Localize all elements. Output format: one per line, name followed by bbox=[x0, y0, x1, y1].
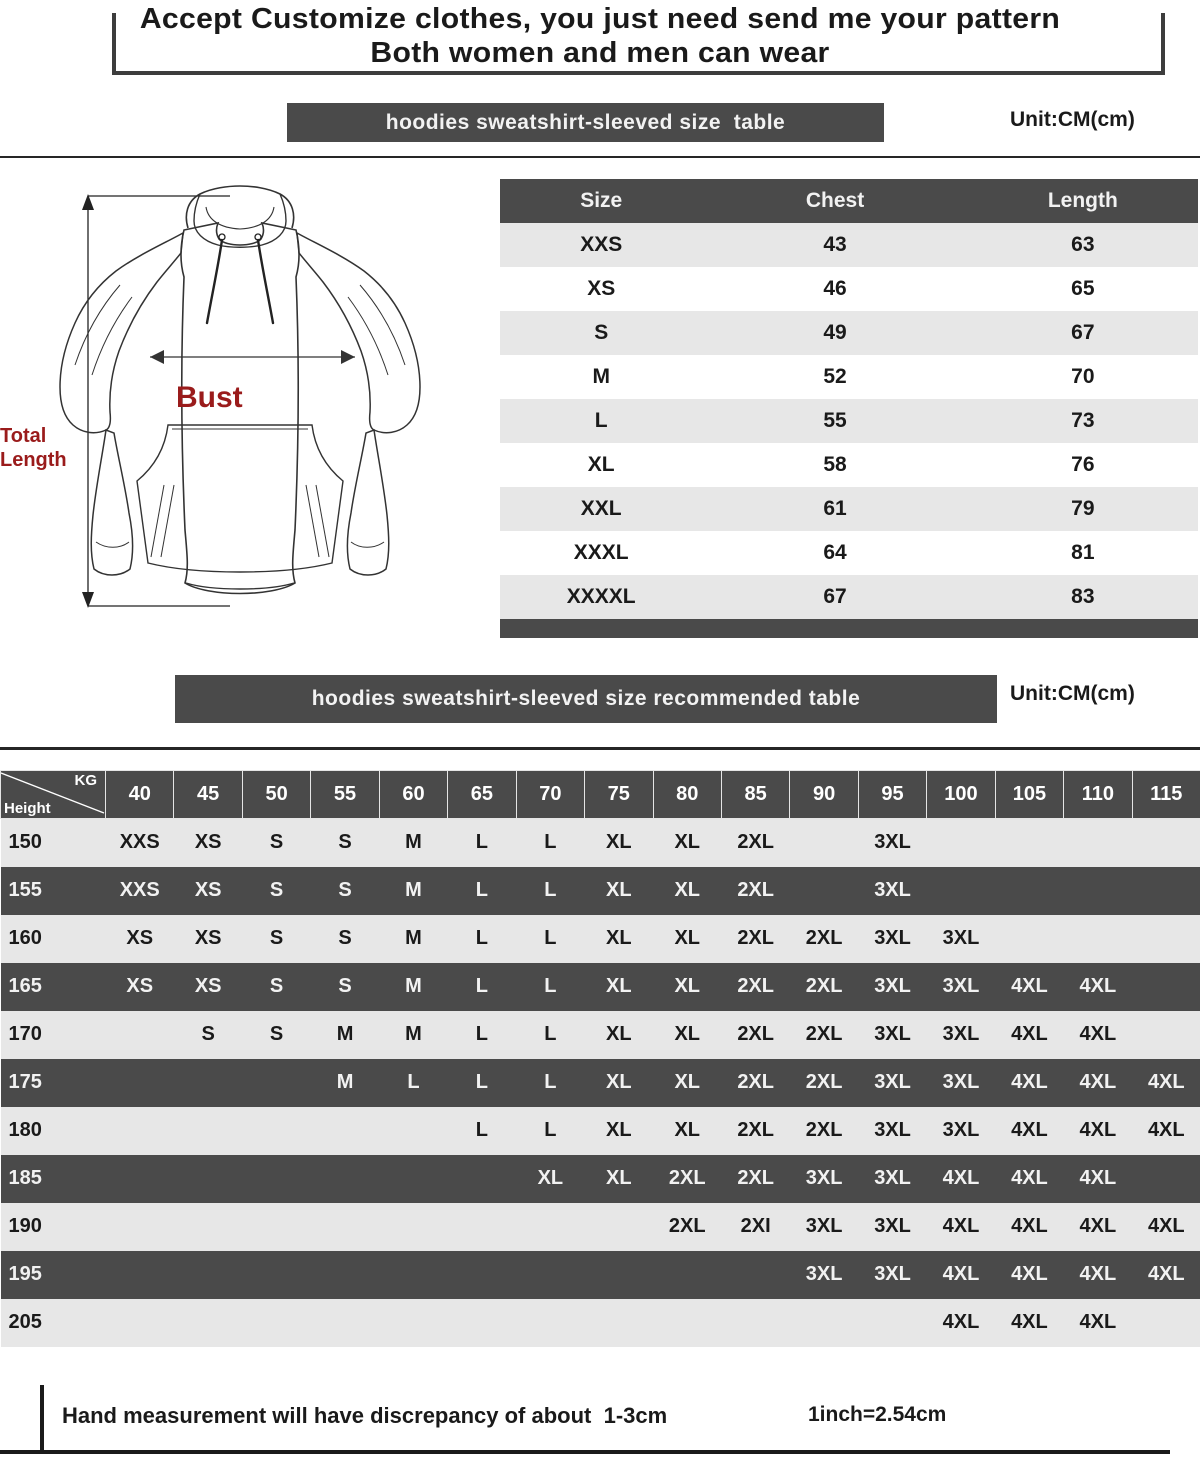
svg-text:Bust: Bust bbox=[176, 381, 243, 414]
svg-text:Total: Total bbox=[0, 425, 46, 447]
svg-text:Length: Length bbox=[0, 449, 67, 471]
